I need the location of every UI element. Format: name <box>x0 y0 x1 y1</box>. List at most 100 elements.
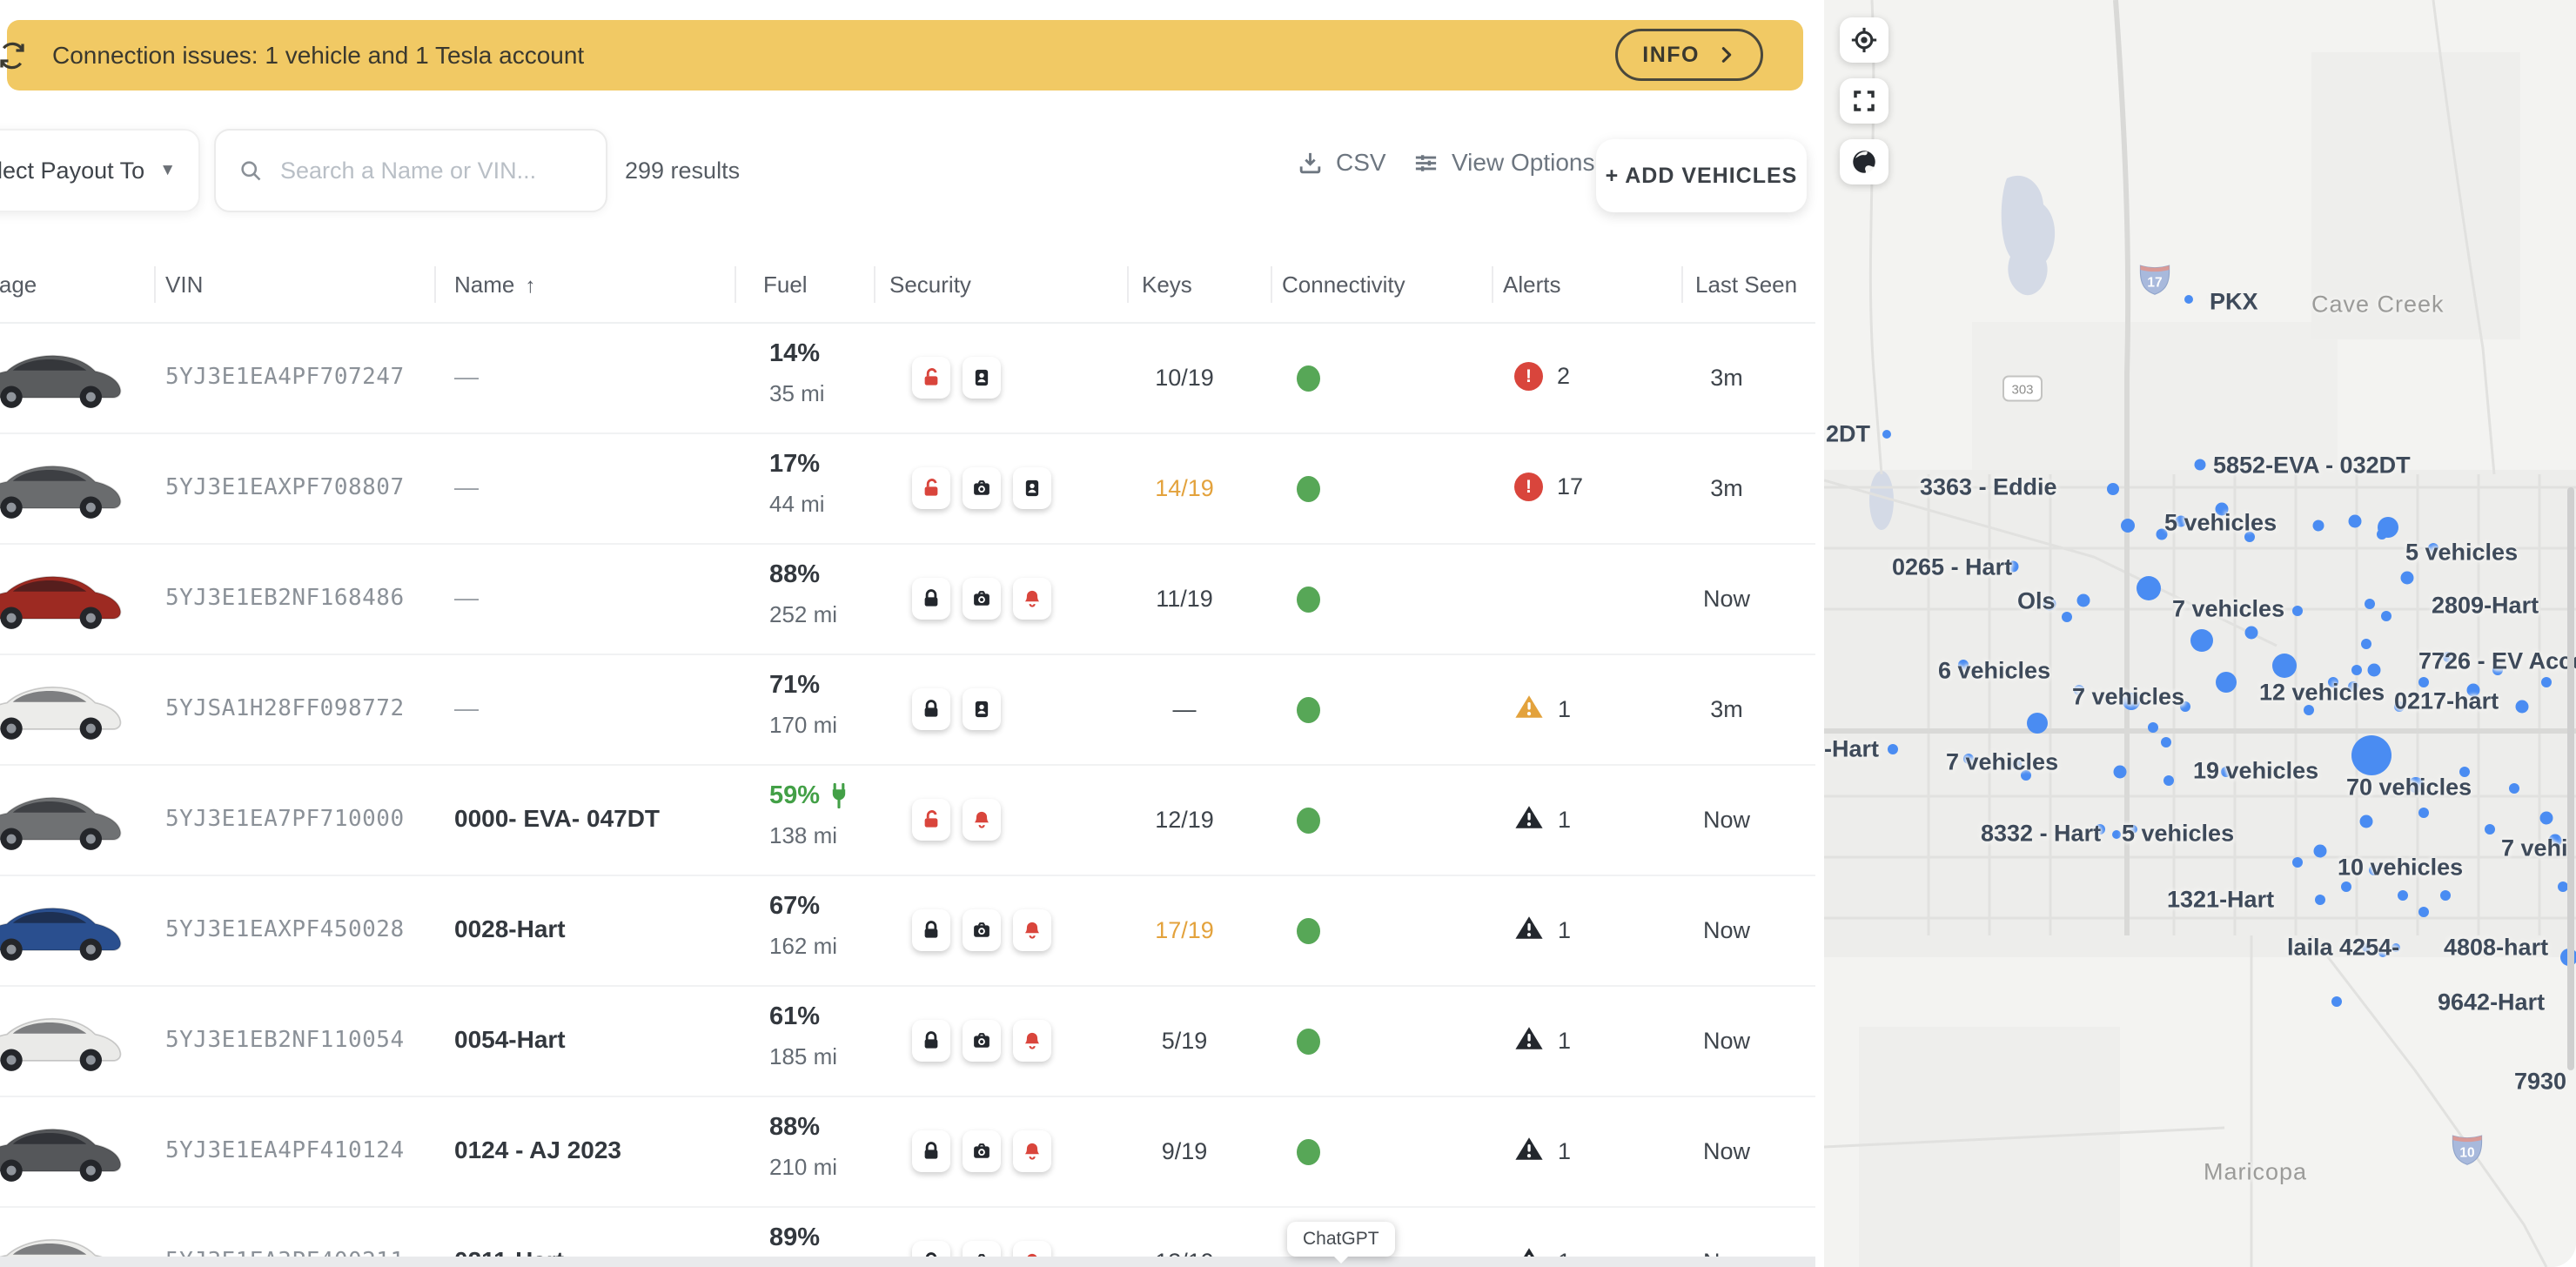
col-keys[interactable]: Keys <box>1142 272 1192 298</box>
map-vehicle-label[interactable]: 7 vehi <box>2501 835 2568 862</box>
bell-icon[interactable] <box>1013 909 1051 951</box>
map-vehicle-label[interactable]: 1321-Hart <box>2167 887 2274 914</box>
col-image[interactable]: Image <box>0 272 37 298</box>
lock-icon[interactable] <box>912 578 950 620</box>
map-vehicle-label[interactable]: 4808-hart <box>2444 935 2548 962</box>
map-cluster-dot[interactable] <box>2418 808 2429 818</box>
map-cluster-dot[interactable] <box>2184 295 2193 304</box>
map-cluster-dot[interactable] <box>2114 766 2127 779</box>
map-vehicle-label[interactable]: 5 vehicles <box>2164 510 2277 537</box>
unlock-icon[interactable] <box>912 467 950 509</box>
bell-icon[interactable] <box>1013 1130 1051 1172</box>
map-vehicle-label[interactable]: 0265 - Hart <box>1892 554 2012 581</box>
map-cluster-dot[interactable] <box>2272 654 2297 678</box>
map-vehicle-label[interactable]: 70 vehicles <box>2346 774 2472 801</box>
map-vehicle-label[interactable]: 3363 - Eddie <box>1920 474 2057 501</box>
table-row[interactable]: 5YJ3E1EB2NF168486—88%252 mi11/19Now <box>0 545 1815 655</box>
map-cluster-dot[interactable] <box>2418 907 2429 917</box>
add-vehicles-button[interactable]: + ADD VEHICLES <box>1596 139 1807 212</box>
alerts-cell[interactable]: !17 <box>1514 473 1583 501</box>
badge-icon[interactable] <box>963 688 1001 730</box>
map-panel[interactable]: PKXCave Creek2DT5852-EVA - 032DT3363 - E… <box>1824 0 2576 1267</box>
map-vehicle-label[interactable]: 7930 <box>2514 1069 2566 1096</box>
map-cluster-dot[interactable] <box>2107 483 2119 495</box>
table-row[interactable]: 5YJ3E1EB2NF1100540054-Hart61%185 mi5/191… <box>0 987 1815 1097</box>
table-row[interactable]: 5YJ3E1EAXPF4500280028-Hart67%162 mi17/19… <box>0 876 1815 987</box>
map-cluster-dot[interactable] <box>2216 672 2237 693</box>
map-vehicle-label[interactable]: 10 vehicles <box>2338 855 2463 882</box>
map-cluster-dot[interactable] <box>2351 735 2392 775</box>
map-cluster-dot[interactable] <box>2077 594 2090 607</box>
map-cluster-dot[interactable] <box>2313 520 2324 532</box>
map-cluster-dot[interactable] <box>2398 890 2408 901</box>
camera-icon[interactable] <box>963 578 1001 620</box>
table-row[interactable]: 5YJ3E1EAXPF708807—17%44 mi14/19!173m <box>0 434 1815 545</box>
map-cluster-dot[interactable] <box>2148 722 2158 733</box>
table-row[interactable]: 5YJ3E1EA4PF707247—14%35 mi10/19!23m <box>0 324 1815 434</box>
map-vehicle-label[interactable]: Ols <box>2017 588 2056 615</box>
map-cluster-dot[interactable] <box>2331 996 2342 1007</box>
map-cluster-dot[interactable] <box>1882 430 1891 439</box>
map-cluster-dot[interactable] <box>2121 519 2135 533</box>
map-cluster-dot[interactable] <box>2341 882 2351 892</box>
table-row[interactable]: 5YJ3E1EA4PF4101240124 - AJ 202388%210 mi… <box>0 1097 1815 1208</box>
map-vehicle-label[interactable]: -Hart <box>1824 736 1879 763</box>
lock-icon[interactable] <box>912 1020 950 1062</box>
view-options-button[interactable]: View Options <box>1407 148 1600 178</box>
col-fuel[interactable]: Fuel <box>763 272 808 298</box>
map-cluster-dot[interactable] <box>2112 830 2121 839</box>
lock-icon[interactable] <box>912 1130 950 1172</box>
map-vehicle-label[interactable]: 5852-EVA - 032DT <box>2213 452 2411 479</box>
col-name[interactable]: Name↑ <box>454 272 535 298</box>
map-vehicle-label[interactable]: 7 vehicles <box>2172 596 2284 623</box>
payout-select[interactable]: Select Payout To ▼ <box>0 129 200 212</box>
map-cluster-dot[interactable] <box>2315 895 2325 905</box>
bell-icon[interactable] <box>1013 1020 1051 1062</box>
map-cluster-dot[interactable] <box>2351 665 2362 675</box>
map-cluster-dot[interactable] <box>2163 775 2174 786</box>
map-locate-button[interactable] <box>1840 17 1888 63</box>
col-vin[interactable]: VIN <box>165 272 203 298</box>
map-cluster-dot[interactable] <box>2418 677 2429 687</box>
map-vehicle-label[interactable]: 0217-hart <box>2394 688 2499 715</box>
info-button[interactable]: INFO <box>1615 29 1763 81</box>
map-cluster-dot[interactable] <box>2245 627 2258 640</box>
col-security[interactable]: Security <box>889 272 971 298</box>
map-vehicle-label[interactable]: 2DT <box>1826 421 1870 448</box>
badge-icon[interactable] <box>963 357 1001 399</box>
col-alerts[interactable]: Alerts <box>1503 272 1560 298</box>
map-cluster-dot[interactable] <box>2161 737 2171 747</box>
map-layers-button[interactable] <box>1840 139 1888 184</box>
map-cluster-dot[interactable] <box>2485 824 2495 835</box>
search-input[interactable] <box>278 157 583 185</box>
map-cluster-dot[interactable] <box>2062 612 2072 622</box>
map-cluster-dot[interactable] <box>2368 664 2381 677</box>
map-cluster-dot[interactable] <box>2509 783 2519 794</box>
horizontal-scrollbar[interactable] <box>0 1257 1815 1267</box>
alerts-cell[interactable]: 1 <box>1514 915 1571 947</box>
unlock-icon[interactable] <box>912 357 950 399</box>
alerts-cell[interactable]: 1 <box>1514 1136 1571 1168</box>
map-vehicle-label[interactable]: 7726 - EV Acce <box>2418 648 2576 675</box>
map-cluster-dot[interactable] <box>2314 845 2327 858</box>
lock-icon[interactable] <box>912 688 950 730</box>
map-cluster-dot[interactable] <box>2516 701 2529 714</box>
map-cluster-dot[interactable] <box>2540 812 2553 825</box>
col-connectivity[interactable]: Connectivity <box>1282 272 1405 298</box>
map-cluster-dot[interactable] <box>2349 515 2362 528</box>
map-vehicle-label[interactable]: 12 vehicles <box>2259 680 2385 707</box>
map-cluster-dot[interactable] <box>2401 572 2414 585</box>
map-cluster-dot[interactable] <box>2304 705 2314 715</box>
map-vehicle-label[interactable]: 5 vehicles <box>2122 821 2234 848</box>
unlock-icon[interactable] <box>912 799 950 841</box>
map-vehicle-label[interactable]: 8332 - Hart <box>1981 821 2101 848</box>
map-vehicle-label[interactable]: 7 vehicles <box>2072 684 2184 711</box>
bell-icon[interactable] <box>963 799 1001 841</box>
map-cluster-dot[interactable] <box>2361 639 2371 649</box>
map-fullscreen-button[interactable] <box>1840 78 1888 124</box>
map-cluster-dot[interactable] <box>2137 576 2161 600</box>
map-vehicle-label[interactable]: 19 vehicles <box>2193 758 2318 785</box>
alerts-cell[interactable]: 1 <box>1514 804 1571 836</box>
map-vehicle-label[interactable]: 2809-Hart <box>2432 593 2539 620</box>
map-vehicle-label[interactable]: 5 vehicles <box>2405 540 2518 566</box>
